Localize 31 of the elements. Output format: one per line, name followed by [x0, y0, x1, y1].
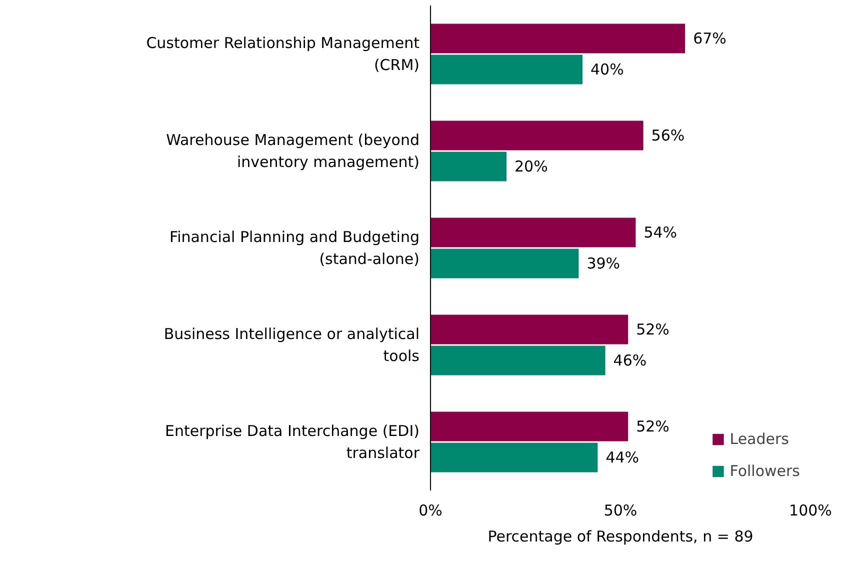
x-tick-label: 0%: [418, 502, 442, 520]
bar: [430, 152, 506, 182]
bar: [430, 248, 579, 278]
y-tick-label: Business Intelligence or analytical tools: [164, 325, 420, 365]
y-tick-label: Financial Planning and Budgeting (stand-alone): [170, 228, 420, 268]
y-tick-label: Enterprise Data Interchange (EDI) translator: [164, 422, 420, 462]
legend-label: Leaders: [730, 430, 789, 448]
x-axis-title: Percentage of Respondents, n = 89: [488, 528, 754, 546]
data-label: 46%: [613, 352, 647, 370]
data-label: 39%: [586, 254, 620, 273]
legend-label: Followers: [730, 462, 800, 480]
data-label: 40%: [590, 60, 624, 79]
data-label: 56%: [651, 126, 685, 144]
bar: [430, 218, 636, 248]
data-label: 54%: [644, 223, 678, 242]
y-tick-label: Customer Relationship Management (CRM): [146, 34, 420, 74]
y-tick-label: Warehouse Management (beyond inventory management): [166, 131, 420, 171]
bar: [430, 120, 644, 150]
bar: [430, 442, 598, 472]
bar: [430, 314, 628, 344]
bar: [430, 346, 606, 376]
data-label: 20%: [514, 158, 548, 176]
data-label: 52%: [636, 417, 670, 436]
x-tick-label: 100%: [789, 502, 832, 520]
bar: [430, 54, 582, 84]
data-label: 44%: [606, 448, 640, 467]
data-label: 52%: [636, 320, 670, 338]
bar: [430, 24, 686, 54]
data-label: 67%: [693, 29, 726, 48]
bar: [430, 412, 628, 442]
x-tick-label: 50%: [604, 502, 638, 520]
